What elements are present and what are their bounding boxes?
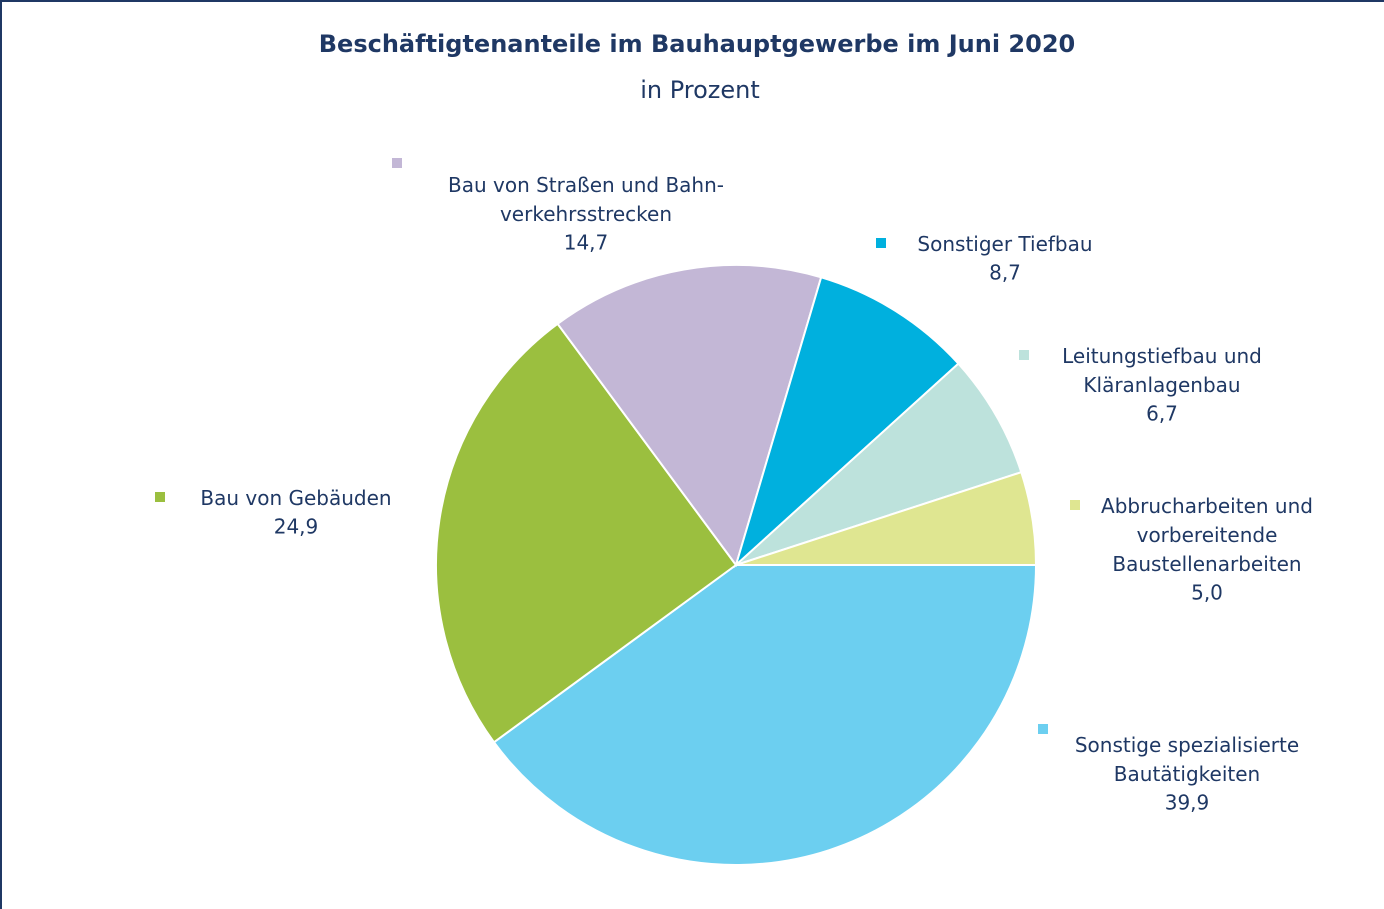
value-label: 6,7 xyxy=(1146,402,1178,426)
chart-subtitle: in Prozent xyxy=(640,76,760,104)
pie-slice xyxy=(734,276,960,569)
chart-title: Beschäftigtenanteile im Bauhauptgewerbe … xyxy=(319,30,1075,58)
slice-label: Sonstiger Tiefbau xyxy=(917,232,1092,256)
legend-swatch xyxy=(1038,724,1048,734)
pie-slice xyxy=(735,470,1038,566)
slice-label: Leitungstiefbau und Kläranlagenbau xyxy=(1062,344,1262,397)
value-label: 5,0 xyxy=(1191,581,1223,605)
legend-swatch xyxy=(392,158,402,168)
slice-label: Abbrucharbeiten und vorbereitende Baustell… xyxy=(1101,494,1313,576)
value-label: 39,9 xyxy=(1165,791,1210,815)
pie-slice xyxy=(735,362,1023,566)
legend-swatch xyxy=(1019,350,1029,360)
legend-swatch xyxy=(1070,500,1080,510)
pie-slice xyxy=(556,264,823,568)
slice-label: Sonstige spezialisierte Bautätigkeiten xyxy=(1075,733,1299,786)
pie-slice xyxy=(435,322,738,744)
legend-swatch xyxy=(155,492,165,502)
legend-swatch xyxy=(876,238,886,248)
slice-label: Bau von Gebäuden xyxy=(200,486,391,510)
value-label: 24,9 xyxy=(274,515,319,539)
value-label: 14,7 xyxy=(564,231,609,255)
value-label: 8,7 xyxy=(989,261,1021,285)
pie-slice xyxy=(492,564,1038,866)
slice-label: Bau von Straßen und Bahn-verkehrsstrecke… xyxy=(448,173,724,226)
